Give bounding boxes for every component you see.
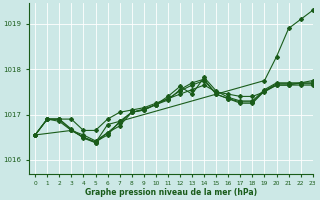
X-axis label: Graphe pression niveau de la mer (hPa): Graphe pression niveau de la mer (hPa): [85, 188, 257, 197]
